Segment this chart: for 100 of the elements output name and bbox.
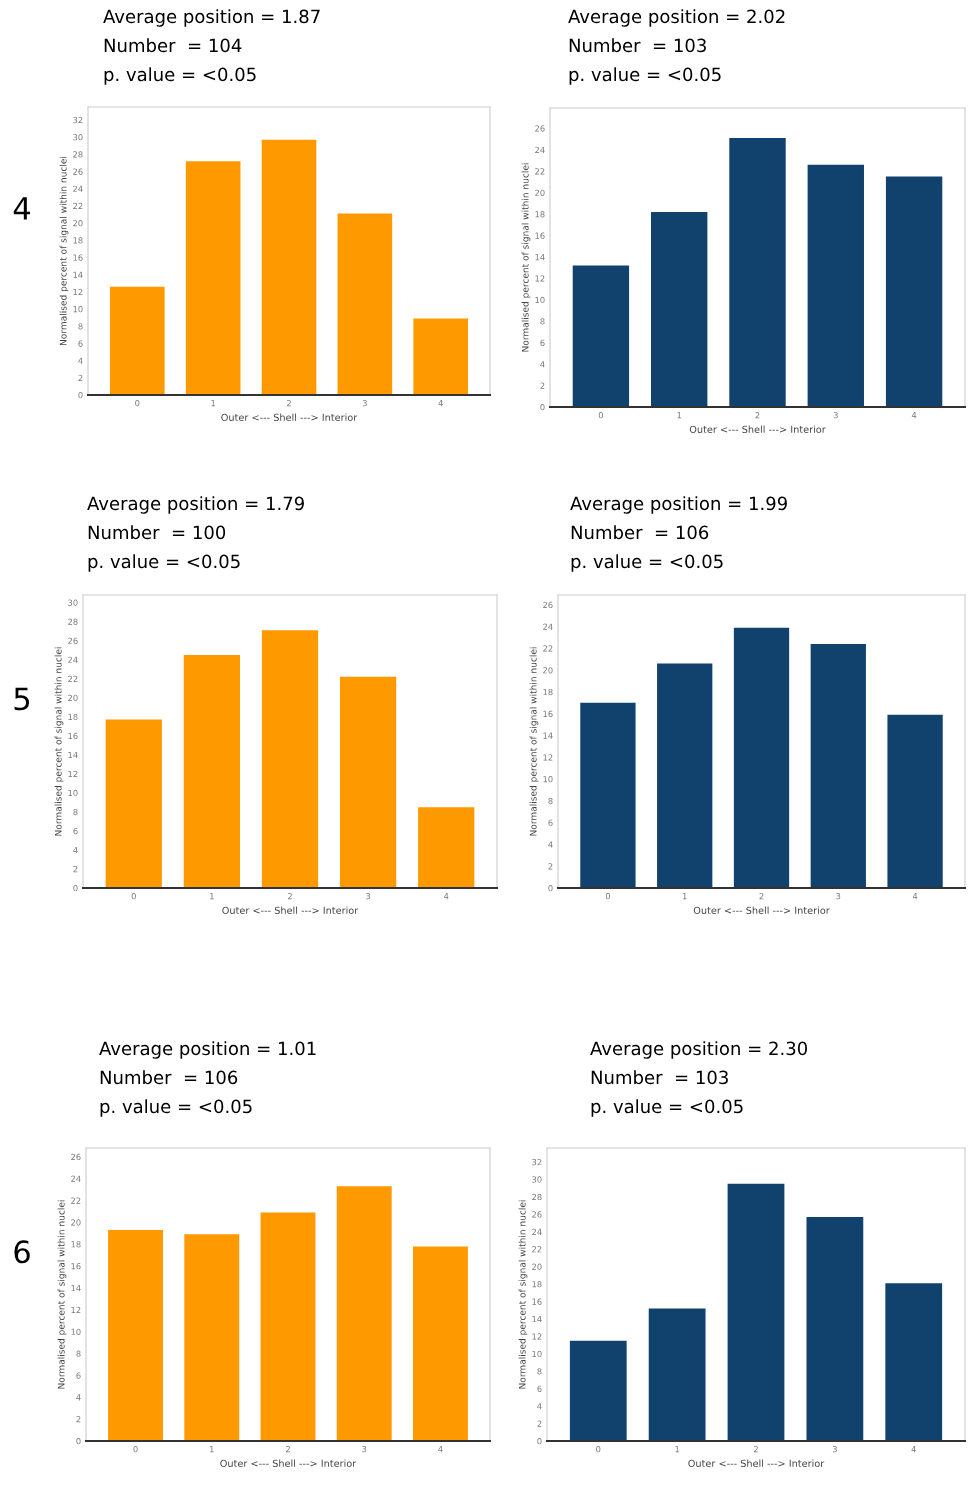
x-axis-title: Outer <--- Shell ---> Interior <box>693 906 830 915</box>
y-tick-label: 6 <box>78 340 83 347</box>
chart-subtitle: Number = 103 p. value = <0.05 <box>591 1070 743 1117</box>
y-tick-label: 12 <box>543 754 553 761</box>
x-tick-label: 1 <box>211 400 216 407</box>
y-tick-label: 28 <box>73 151 83 158</box>
chart-subtitle: Number = 106 p. value = <0.05 <box>100 1070 252 1117</box>
y-tick-label: 16 <box>532 1298 542 1305</box>
bar <box>261 630 319 888</box>
bar <box>110 286 165 395</box>
y-tick-label: 4 <box>76 1394 81 1401</box>
y-tick-label: 28 <box>532 1193 542 1201</box>
y-tick-label: 12 <box>71 1306 81 1313</box>
y-tick-label: 6 <box>73 827 78 835</box>
x-tick-label: 2 <box>759 893 764 900</box>
x-tick-label: 1 <box>682 893 687 900</box>
x-tick-label: 3 <box>362 400 367 407</box>
y-axis-title: Normalised percent of signal within nuclei <box>521 163 531 352</box>
y-tick-label: 30 <box>532 1176 542 1183</box>
y-tick-label: 28 <box>68 618 78 625</box>
x-tick-label: 2 <box>286 400 291 407</box>
bar <box>572 265 630 407</box>
y-tick-label: 26 <box>532 1211 542 1218</box>
y-tick-label: 24 <box>68 656 78 663</box>
bar <box>413 318 468 395</box>
y-tick-label: 8 <box>548 797 553 805</box>
bar <box>185 161 241 395</box>
y-tick-label: 8 <box>537 1368 542 1375</box>
x-tick-label: 4 <box>438 1446 443 1453</box>
y-tick-label: 30 <box>68 599 78 606</box>
x-tick-label: 0 <box>135 400 140 407</box>
x-tick-label: 4 <box>443 893 449 900</box>
y-tick-label: 26 <box>73 168 83 175</box>
y-tick-label: 10 <box>532 1350 542 1358</box>
y-tick-label: 14 <box>543 732 553 739</box>
y-tick-label: 4 <box>78 357 83 364</box>
y-tick-label: 18 <box>73 237 83 244</box>
bar <box>105 719 162 888</box>
chart-subtitle: Number = 103 p. value = <0.05 <box>569 38 721 85</box>
y-axis-title: Normalised percent of signal within nuclei <box>518 1200 528 1389</box>
y-tick-label: 0 <box>548 884 553 892</box>
bar <box>183 654 241 888</box>
bar <box>885 176 943 407</box>
y-tick-label: 18 <box>535 211 545 218</box>
y-tick-label: 14 <box>68 751 78 758</box>
x-tick-label: 4 <box>438 400 443 407</box>
y-tick-label: 22 <box>535 168 545 175</box>
y-tick-label: 8 <box>540 318 545 325</box>
y-tick-label: 2 <box>73 865 78 873</box>
y-tick-label: 20 <box>71 1219 81 1226</box>
x-tick-label: 1 <box>675 1446 680 1453</box>
x-tick-label: 1 <box>210 1446 214 1453</box>
x-tick-label: 3 <box>832 1446 837 1453</box>
x-tick-label: 2 <box>753 1446 758 1453</box>
x-tick-label: 0 <box>133 1446 138 1453</box>
x-tick-label: 0 <box>598 412 603 419</box>
chart-subtitle: Number = 104 p. value = <0.05 <box>104 38 256 85</box>
y-tick-label: 14 <box>532 1316 542 1323</box>
y-tick-label: 10 <box>543 776 553 783</box>
bar <box>184 1234 240 1441</box>
x-tick-label: 0 <box>605 893 611 900</box>
x-axis-title: Outer <--- Shell ---> Interior <box>689 425 826 434</box>
y-tick-label: 2 <box>540 382 545 389</box>
y-tick-label: 14 <box>73 271 83 278</box>
x-axis-title: Outer <--- Shell ---> Interior <box>222 906 359 915</box>
y-tick-label: 20 <box>535 189 545 196</box>
bar <box>580 702 636 888</box>
chart-title: Average position = 1.99 <box>570 496 787 514</box>
x-tick-label: 4 <box>912 893 918 900</box>
y-tick-label: 4 <box>540 361 545 368</box>
y-tick-label: 0 <box>78 391 83 399</box>
y-tick-label: 18 <box>68 713 78 721</box>
x-axis-title: Outer <--- Shell ---> Interior <box>688 1459 825 1468</box>
y-axis-title: Normalised percent of signal within nuclei <box>529 647 539 836</box>
y-tick-label: 22 <box>543 645 553 652</box>
bar <box>810 644 866 888</box>
y-tick-label: 30 <box>73 134 83 141</box>
y-tick-label: 12 <box>532 1333 542 1340</box>
y-tick-label: 6 <box>537 1385 542 1392</box>
chart-subtitle: Number = 100 p. value = <0.05 <box>88 525 240 572</box>
y-tick-label: 32 <box>73 116 83 124</box>
y-tick-label: 8 <box>76 1350 81 1357</box>
y-tick-label: 4 <box>73 847 78 854</box>
x-tick-label: 4 <box>911 1446 916 1453</box>
y-axis-title: Normalised percent of signal within nuclei <box>54 647 64 836</box>
y-tick-label: 14 <box>71 1285 81 1292</box>
y-tick-label: 20 <box>73 220 83 227</box>
bar <box>807 164 864 407</box>
y-tick-label: 16 <box>543 710 553 718</box>
x-tick-label: 3 <box>836 893 841 900</box>
y-tick-label: 10 <box>535 296 545 304</box>
y-tick-label: 2 <box>548 863 553 870</box>
y-tick-label: 24 <box>73 185 83 192</box>
chart-title: Average position = 2.30 <box>590 1041 808 1059</box>
y-axis-title: Normalised percent of signal within nuclei <box>57 1200 67 1389</box>
bar <box>887 714 943 888</box>
x-axis-title: Outer <--- Shell ---> Interior <box>220 1459 357 1468</box>
y-tick-label: 0 <box>537 1437 542 1445</box>
y-tick-label: 22 <box>71 1197 81 1204</box>
bar <box>418 807 475 888</box>
